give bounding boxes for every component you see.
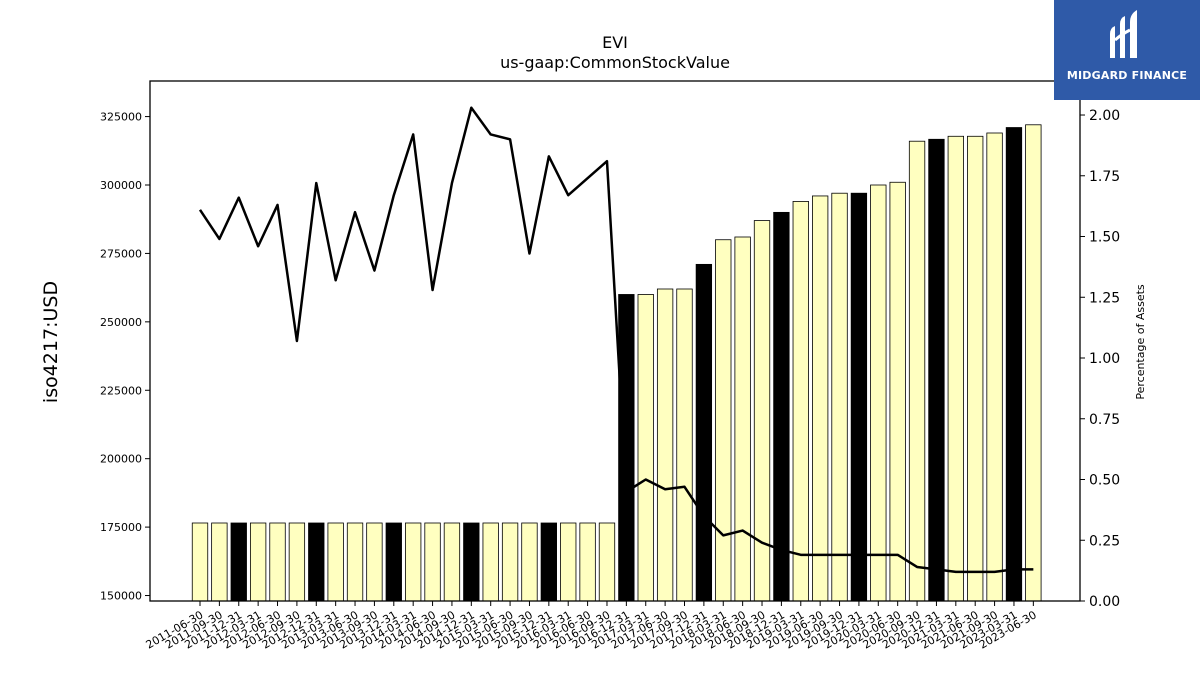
brand-name: MIDGARD FINANCE <box>1066 69 1188 82</box>
bar <box>366 522 383 602</box>
bar <box>889 181 906 602</box>
axes-layer: 150000 175000 200000 225000 250000 275000 3000… <box>100 80 1120 652</box>
y-tick-label: 300000 <box>100 179 142 192</box>
series-line <box>198 106 1034 574</box>
bar <box>230 522 247 602</box>
y-tick-label: 325000 <box>100 111 142 124</box>
bar <box>947 135 964 602</box>
y2-tick-label: 0.25 <box>1089 533 1120 549</box>
bar <box>560 522 577 602</box>
bar <box>405 522 422 602</box>
bar <box>1005 127 1023 602</box>
bar <box>346 522 364 602</box>
chart-title: EVI <box>602 33 628 52</box>
chart-subtitle: us-gaap:CommonStockValue <box>500 53 730 72</box>
bar <box>792 201 809 602</box>
y2-tick-label: 0.00 <box>1089 594 1120 610</box>
bar <box>618 294 635 602</box>
bar <box>967 135 984 602</box>
bar <box>579 522 596 602</box>
bar <box>463 522 480 602</box>
y-tick-label: 200000 <box>100 453 142 466</box>
bar <box>695 263 713 602</box>
bar <box>249 522 267 602</box>
y-tick-label: 175000 <box>100 521 142 534</box>
bar <box>928 138 945 602</box>
y2-axis-label: Percentage of Assets <box>1134 284 1147 400</box>
y2-tick-label: 0.75 <box>1089 412 1120 428</box>
bar <box>831 192 848 602</box>
y2-tick-label: 1.50 <box>1089 230 1120 246</box>
y2-tick-label: 1.75 <box>1089 169 1120 185</box>
bar <box>288 522 306 602</box>
y-tick-label: 150000 <box>100 590 142 603</box>
bar <box>773 211 790 602</box>
bar <box>870 184 887 602</box>
y-tick-label: 275000 <box>100 247 142 260</box>
y2-tick-label: 2.00 <box>1089 108 1120 124</box>
y-tick-label: 250000 <box>100 316 142 329</box>
y2-tick-label: 1.00 <box>1089 351 1120 367</box>
bar <box>850 192 868 602</box>
bar <box>424 522 441 602</box>
bar <box>501 522 519 602</box>
bar <box>540 522 557 602</box>
logo-mark-icon <box>1110 10 1137 58</box>
y2-tick-label: 1.25 <box>1089 290 1120 306</box>
y2-tick-label: 0.50 <box>1089 473 1120 489</box>
bar <box>812 195 829 602</box>
bar <box>327 522 344 602</box>
line-layer <box>198 106 1034 574</box>
bar <box>598 522 616 602</box>
bar <box>211 522 228 602</box>
bar <box>385 522 402 602</box>
bar <box>656 288 674 602</box>
bar <box>443 522 461 602</box>
brand-logo: MIDGARD FINANCE <box>1054 0 1200 100</box>
bar <box>308 522 325 602</box>
bar <box>269 522 286 602</box>
bar <box>1025 124 1042 602</box>
bar <box>908 140 926 602</box>
bar <box>734 236 751 602</box>
plot-frame <box>149 80 1081 602</box>
bar <box>715 239 732 602</box>
bar <box>482 522 499 602</box>
y-axis-label: iso4217:USD <box>40 281 62 403</box>
bar <box>521 522 538 602</box>
bar <box>637 294 654 602</box>
bar <box>676 288 693 602</box>
y-tick-label: 225000 <box>100 384 142 397</box>
bar <box>986 132 1003 602</box>
bar-layer <box>191 124 1042 602</box>
bar <box>191 522 209 602</box>
